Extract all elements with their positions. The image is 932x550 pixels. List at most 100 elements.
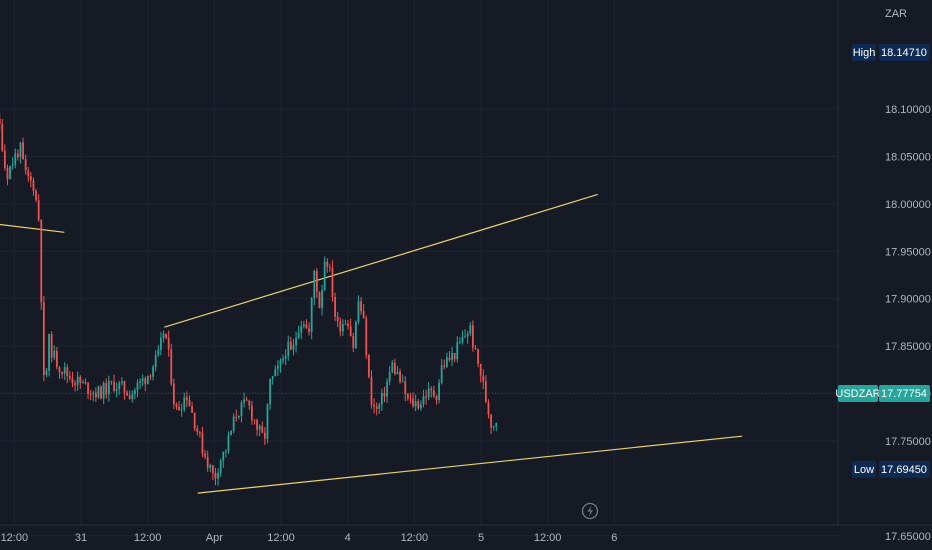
candle-body [1,124,4,151]
trendline[interactable] [164,193,598,328]
candle-body [344,323,347,325]
y-tick-label: 17.75000 [885,436,931,448]
candle-body [399,371,401,382]
candle-body [302,324,305,327]
candle-body [37,199,40,220]
candle-body [443,365,446,367]
candle-body [427,388,430,398]
candle-body [367,355,370,377]
high-label-box [852,44,876,61]
candle-body [139,381,141,383]
candle-body [167,338,170,350]
candle-body [365,318,368,356]
candle-body [349,326,352,336]
candle-body [318,291,321,309]
candle-body [315,270,318,292]
low-badge: Low 17.69450 [852,461,930,478]
candle-body [45,370,48,375]
symbol-label: USDZAR [835,388,880,400]
candle-body [97,386,100,398]
candle-body [9,165,11,180]
candle-body [126,392,128,396]
candle-body [495,422,498,427]
candle-body [438,382,440,401]
high-label: High [853,47,876,59]
candle-body [204,453,206,457]
candle-body [406,394,409,399]
candle-body [295,337,297,346]
candle-body [292,345,295,350]
candle-body [279,360,282,366]
candle-body [412,398,414,407]
y-tick-label: 18.10000 [885,104,931,116]
candle-body [373,404,375,407]
candle-body [48,334,50,371]
candle-body [375,406,378,409]
candle-body [113,382,115,392]
trendline[interactable] [0,218,65,233]
candle-body [440,365,443,383]
x-tick-label: 6 [611,532,617,544]
candle-body [146,375,149,384]
candle-body [227,435,230,452]
candle-body [144,378,147,384]
candle-body [289,341,292,350]
trendlines[interactable] [0,193,743,494]
candle-body [133,390,136,395]
candle-body [237,416,240,418]
candle-body [466,333,469,337]
candle-body [326,261,329,267]
candle-body [68,376,71,379]
high-value: 18.14710 [881,47,927,59]
candle-body [185,397,188,401]
candle-body [396,371,399,374]
candle-body [92,392,95,395]
lightning-icon[interactable] [581,502,599,520]
x-tick-label: 12:00 [534,532,562,544]
candle-body [245,399,248,401]
candle-body [118,383,121,390]
candle-body [74,383,76,385]
candle-body [120,381,123,384]
candle-body [404,381,407,395]
candle-body [334,296,336,317]
candle-body [321,290,323,309]
candle-body [336,316,339,322]
candle-body [271,376,274,379]
candle-body [282,358,284,361]
candle-body [308,328,310,332]
candles [0,112,498,486]
candle-body [479,363,482,376]
time-axis[interactable]: 12:00 31 12:00 Apr 12:00 4 12:00 5 12:00 6 [1,532,618,544]
candle-body [464,336,466,338]
candle-body [391,362,394,373]
candle-body [474,347,477,349]
candle-body [214,473,217,479]
y-tick-label: 17.95000 [885,246,931,258]
candle-body [230,430,232,436]
current-price-value: 17.77754 [881,388,927,400]
candle-body [3,150,6,168]
candle-body [393,362,396,374]
candle-body [490,414,492,428]
candle-body [79,376,82,384]
candle-body [310,298,313,332]
candle-body [323,261,326,291]
candle-body [6,167,9,180]
candle-body [55,350,58,368]
candle-body [432,390,435,397]
candle-body [22,142,24,160]
candle-body [141,378,144,382]
candle-body [71,378,74,384]
candle-body [115,389,118,392]
candle-body [263,432,266,439]
candle-body [76,376,79,385]
candle-body [232,416,235,431]
candle-body [89,393,92,395]
trendline[interactable] [197,435,743,494]
candle-body [357,301,360,322]
candle-body [154,354,157,367]
